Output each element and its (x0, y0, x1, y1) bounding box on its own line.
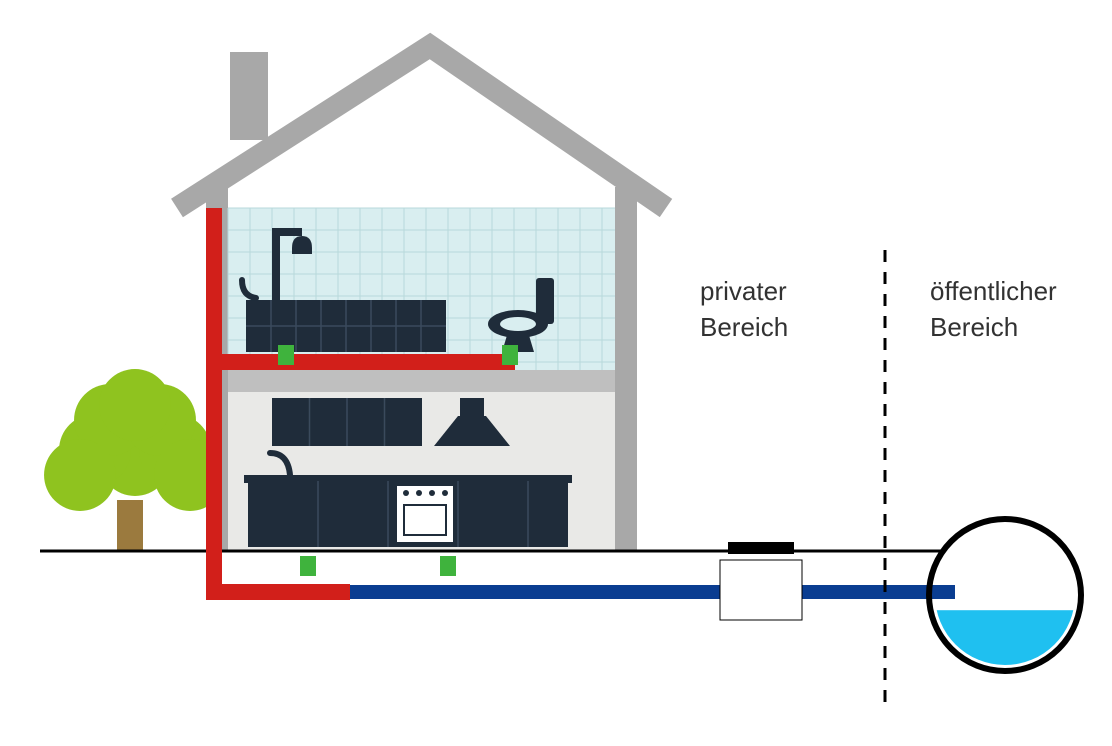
diagram-svg: privater Bereich öffentlicher Bereich (0, 0, 1112, 746)
wall-right (615, 187, 637, 551)
floor-slab (228, 370, 615, 392)
shower-head-icon (292, 236, 312, 254)
inspection-lid (728, 542, 794, 554)
toilet-tank (536, 278, 554, 324)
sewer-water (929, 610, 1081, 746)
inspection-box (720, 560, 802, 620)
green-trap-3 (440, 556, 456, 576)
diagram-canvas: privater Bereich öffentlicher Bereich (0, 0, 1112, 746)
shower-riser (272, 232, 280, 300)
svg-text:privater: privater (700, 276, 787, 306)
public: öffentlicher Bereich (930, 276, 1057, 342)
chimney (230, 52, 268, 140)
green-trap-1 (502, 345, 518, 365)
svg-text:öffentlicher: öffentlicher (930, 276, 1057, 306)
private: privater Bereich (700, 276, 788, 342)
svg-text:Bereich: Bereich (700, 312, 788, 342)
tree-canopy (44, 369, 226, 511)
svg-text:Bereich: Bereich (930, 312, 1018, 342)
green-trap-0 (278, 345, 294, 365)
green-trap-2 (300, 556, 316, 576)
tree-trunk (117, 500, 143, 551)
